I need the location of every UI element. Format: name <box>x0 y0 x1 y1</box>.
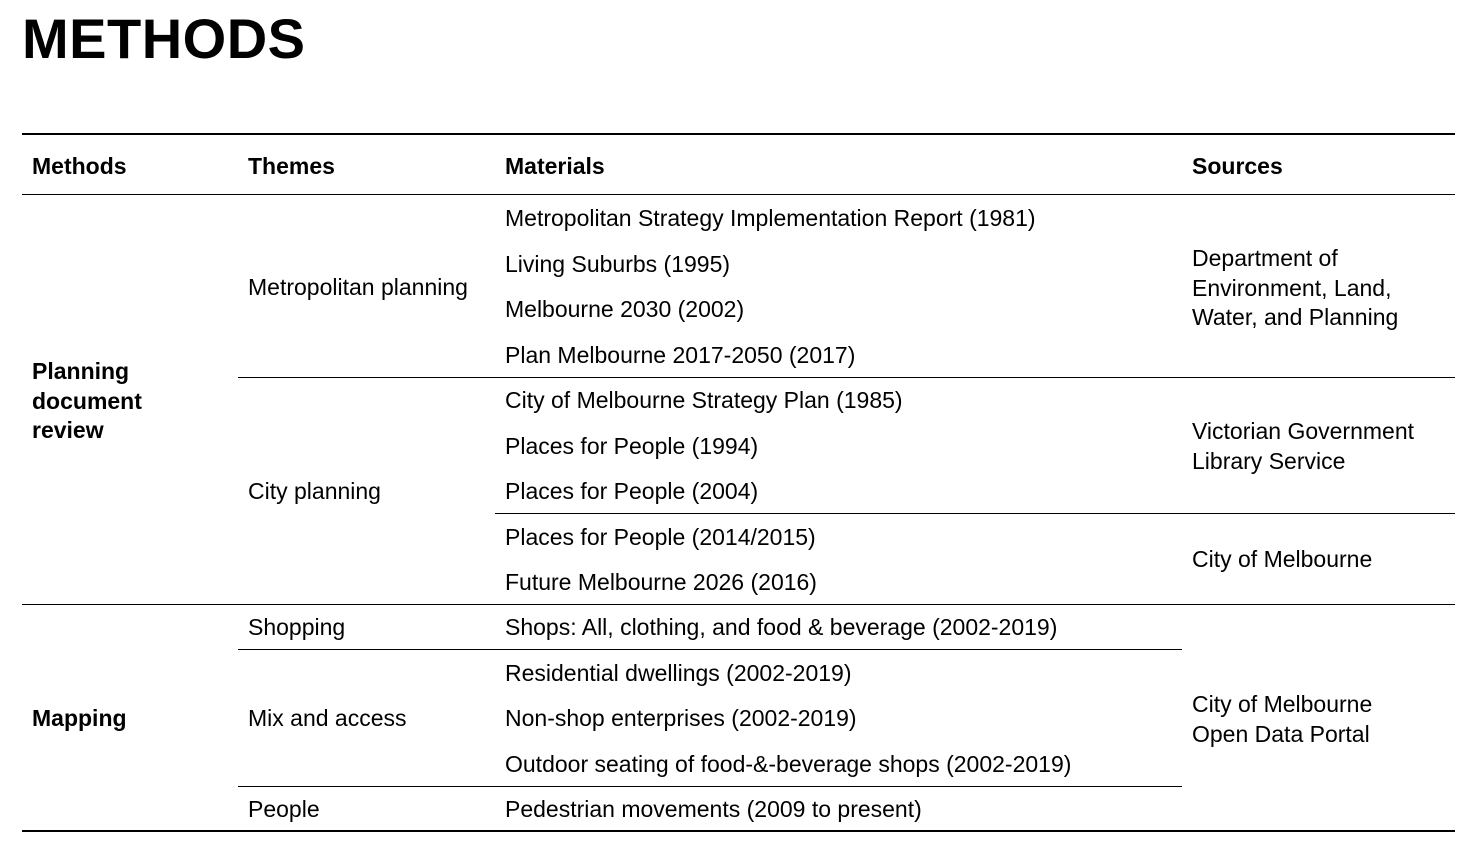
table-bottom-rule <box>22 830 1455 832</box>
rule-planning-mapping <box>22 604 1455 605</box>
source-vgls-line1: Victorian Government <box>1192 418 1415 444</box>
material-item: Plan Melbourne 2017-2050 (2017) <box>505 342 856 368</box>
material-item: Residential dwellings (2002-2019) <box>505 660 852 686</box>
rule-metropolitan-city <box>238 377 1455 378</box>
material-item: Places for People (2014/2015) <box>505 524 816 550</box>
source-delwp-line2: Environment, Land, <box>1192 275 1392 301</box>
material-item: Non-shop enterprises (2002-2019) <box>505 705 857 731</box>
rule-library-com <box>495 513 1455 514</box>
header-methods: Methods <box>32 153 127 179</box>
method-planning-line3: review <box>32 417 104 443</box>
material-item: Places for People (1994) <box>505 433 759 459</box>
source-delwp-line3: Water, and Planning <box>1192 304 1399 330</box>
header-materials: Materials <box>505 153 605 179</box>
source-delwp-line1: Department of <box>1192 245 1338 271</box>
theme-mix: Mix and access <box>248 705 407 731</box>
source-comodp-line2: Open Data Portal <box>1192 721 1370 747</box>
material-item: Living Suburbs (1995) <box>505 251 731 277</box>
rule-mix-people <box>238 786 1182 787</box>
material-item: Places for People (2004) <box>505 478 759 504</box>
header-rule <box>22 194 1455 195</box>
page-title: METHODS <box>22 7 306 70</box>
material-item: Metropolitan Strategy Implementation Rep… <box>505 205 1036 231</box>
method-planning-line2: document <box>32 388 142 414</box>
method-planning-line1: Planning <box>32 358 130 384</box>
source-com: City of Melbourne <box>1192 546 1373 572</box>
material-item: Shops: All, clothing, and food & beverag… <box>505 614 1058 640</box>
theme-shopping: Shopping <box>248 614 346 640</box>
theme-people: People <box>248 796 320 822</box>
material-item: Melbourne 2030 (2002) <box>505 296 745 322</box>
header-sources: Sources <box>1192 153 1283 179</box>
material-item: Future Melbourne 2026 (2016) <box>505 569 817 595</box>
method-mapping: Mapping <box>32 705 127 731</box>
source-vgls-line2: Library Service <box>1192 448 1346 474</box>
header-themes: Themes <box>248 153 335 179</box>
table-top-rule <box>22 133 1455 135</box>
rule-shopping-mix <box>238 649 1182 650</box>
theme-city: City planning <box>248 478 381 504</box>
source-comodp-line1: City of Melbourne <box>1192 691 1373 717</box>
material-item: Outdoor seating of food-&-beverage shops… <box>505 751 1072 777</box>
material-item: City of Melbourne Strategy Plan (1985) <box>505 387 903 413</box>
theme-metropolitan: Metropolitan planning <box>248 274 468 300</box>
material-item: Pedestrian movements (2009 to present) <box>505 796 922 822</box>
